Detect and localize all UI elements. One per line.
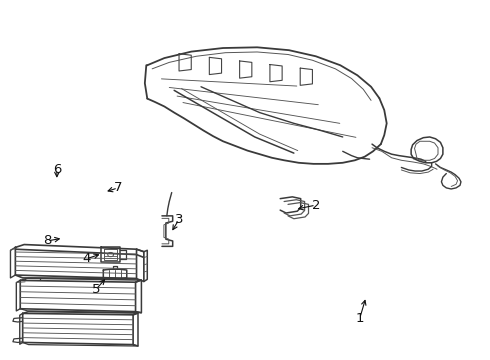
Text: 2: 2: [312, 199, 320, 212]
Text: 3: 3: [175, 213, 183, 226]
Text: 7: 7: [114, 181, 122, 194]
Text: 4: 4: [82, 252, 90, 265]
Text: 1: 1: [356, 311, 364, 325]
Text: 8: 8: [43, 234, 51, 247]
Text: 5: 5: [92, 283, 100, 296]
Text: 6: 6: [53, 163, 61, 176]
